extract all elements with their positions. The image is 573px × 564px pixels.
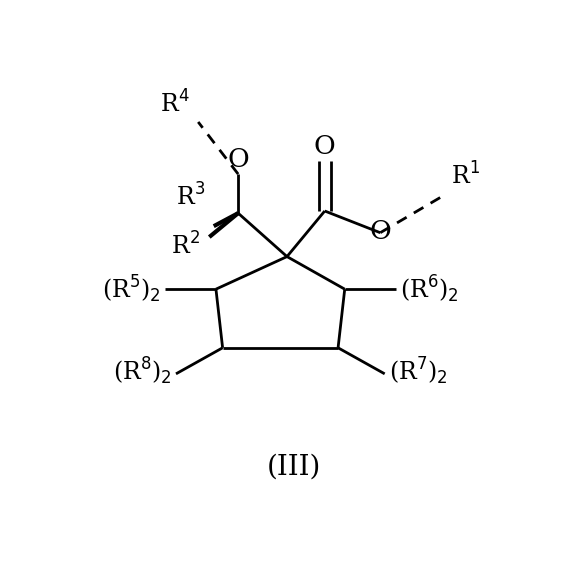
- Text: O: O: [370, 219, 391, 244]
- Text: O: O: [227, 147, 249, 172]
- Text: (R$^6$)$_2$: (R$^6$)$_2$: [401, 274, 459, 305]
- Text: (R$^7$)$_2$: (R$^7$)$_2$: [389, 356, 448, 387]
- Text: R$^2$: R$^2$: [171, 233, 201, 260]
- Text: (III): (III): [266, 453, 321, 481]
- Text: (R$^5$)$_2$: (R$^5$)$_2$: [101, 274, 160, 305]
- Text: R$^3$: R$^3$: [176, 184, 205, 211]
- Text: O: O: [314, 134, 336, 159]
- Text: (R$^8$)$_2$: (R$^8$)$_2$: [113, 356, 171, 387]
- Text: R$^1$: R$^1$: [452, 162, 480, 190]
- Text: R$^4$: R$^4$: [160, 90, 189, 118]
